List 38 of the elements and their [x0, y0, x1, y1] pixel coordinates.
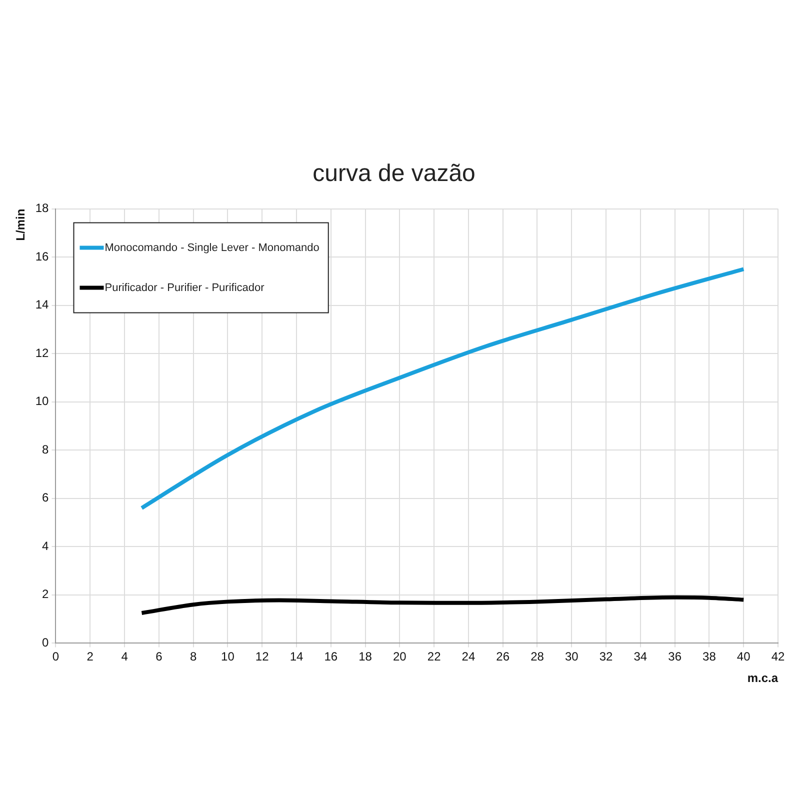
x-tick-label: 12 — [255, 650, 270, 664]
x-tick-label: 14 — [290, 650, 304, 664]
x-tick-label: 28 — [530, 650, 544, 664]
x-tick-label: 40 — [736, 650, 751, 664]
y-tick-label: 4 — [42, 538, 50, 553]
x-tick-label: 16 — [324, 650, 338, 664]
y-tick-label: 18 — [35, 201, 50, 216]
x-tick-label: 32 — [599, 650, 614, 664]
x-tick-label: 0 — [52, 650, 60, 664]
x-tick-label: 18 — [358, 650, 372, 664]
x-axis-title: m.c.a — [747, 671, 778, 686]
x-tick-label: 22 — [427, 650, 442, 664]
x-tick-label: 4 — [121, 650, 128, 664]
legend-label: Purificador - Purifier - Purificador — [104, 282, 265, 294]
x-tick-label: 34 — [634, 650, 648, 664]
x-tick-label: 8 — [190, 650, 197, 664]
y-tick-label: 14 — [35, 298, 50, 312]
y-tick-label: 12 — [35, 346, 50, 360]
y-tick-label: 10 — [35, 394, 50, 408]
x-tick-label: 20 — [393, 650, 407, 664]
x-tick-label: 24 — [462, 650, 476, 664]
y-tick-label: 0 — [42, 636, 50, 650]
y-tick-label: 8 — [42, 442, 50, 456]
y-tick-label: 2 — [42, 587, 50, 602]
x-tick-label: 2 — [86, 650, 94, 664]
y-tick-label: 16 — [35, 249, 50, 264]
x-tick-label: 38 — [702, 650, 716, 664]
chart-title: curva de vazão — [312, 160, 476, 188]
x-tick-label: 26 — [496, 650, 510, 664]
y-tick-label: 6 — [42, 490, 50, 505]
x-tick-label: 36 — [668, 650, 682, 664]
x-tick-label: 10 — [221, 650, 235, 664]
y-axis-title: L/min — [14, 208, 28, 241]
x-tick-label: 42 — [771, 650, 785, 664]
x-tick-label: 6 — [156, 650, 163, 664]
legend-label: Monocomando - Single Lever - Monomando — [104, 242, 320, 254]
x-tick-label: 30 — [564, 650, 579, 664]
line-series — [140, 595, 746, 616]
